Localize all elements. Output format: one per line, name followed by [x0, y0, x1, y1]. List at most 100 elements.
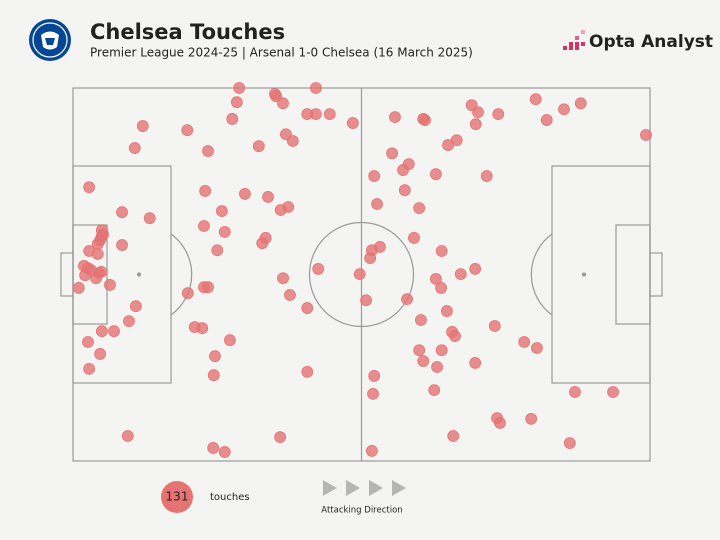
touch-point	[408, 232, 420, 244]
touch-point	[442, 139, 454, 151]
touch-point	[529, 93, 542, 106]
touch-point	[270, 90, 283, 103]
touch-point	[323, 108, 336, 121]
touch-point	[116, 206, 128, 219]
touch-point	[518, 336, 531, 348]
touch-point	[181, 124, 194, 137]
touch-point	[83, 362, 96, 375]
touch-point	[91, 248, 104, 260]
touch-point	[199, 185, 212, 197]
touch-point	[435, 344, 448, 357]
touch-point	[196, 322, 209, 335]
touch-point	[215, 205, 228, 217]
touch-point	[108, 325, 120, 338]
touch-point	[277, 97, 289, 110]
touch-point	[353, 268, 366, 281]
touch-point	[123, 315, 135, 328]
touch-point	[640, 129, 652, 141]
touch-point	[469, 357, 482, 369]
touch-point	[202, 145, 214, 157]
touch-point	[413, 344, 426, 357]
touch-point	[207, 442, 220, 454]
touch-point	[569, 386, 581, 398]
touch-point	[558, 103, 570, 116]
touch-point	[435, 245, 448, 257]
touch-point	[90, 272, 102, 285]
touch-point	[492, 108, 505, 121]
touch-point	[531, 342, 543, 354]
touch-point	[79, 269, 92, 282]
touch-point	[274, 431, 287, 444]
touch-point	[413, 202, 426, 215]
touch-point	[469, 263, 482, 275]
direction-label: Attacking Direction	[321, 506, 402, 516]
touch-point	[218, 226, 231, 238]
touch-point	[360, 294, 373, 307]
touch-point	[282, 201, 295, 213]
chart-subtitle: Premier League 2024-25 | Arsenal 1-0 Che…	[90, 46, 473, 60]
touch-point	[430, 168, 442, 181]
touch-point	[218, 446, 231, 458]
touch-point	[207, 369, 220, 382]
touch-point	[310, 82, 322, 94]
touch-point	[415, 314, 427, 326]
touch-point	[252, 140, 265, 153]
touch-point	[386, 147, 398, 160]
touch-point	[488, 320, 501, 332]
touch-point	[398, 184, 411, 197]
touch-point	[83, 181, 96, 194]
touch-point	[116, 239, 128, 251]
touch-point	[284, 289, 296, 301]
direction-arrows	[323, 480, 406, 496]
touch-point	[224, 334, 236, 347]
touch-point	[472, 106, 484, 119]
touch-point	[301, 365, 314, 378]
touch-point	[346, 117, 359, 129]
touch-point	[94, 348, 107, 360]
touch-point	[454, 268, 467, 281]
touch-point	[312, 263, 325, 275]
touch-point	[607, 386, 619, 398]
legend-label: touches	[210, 492, 250, 503]
touch-point	[104, 279, 116, 291]
touch-point	[230, 96, 243, 109]
touch-point	[95, 325, 108, 338]
touch-point	[72, 282, 85, 294]
touch-point	[226, 113, 239, 125]
touch-point	[121, 430, 134, 442]
touch-point	[233, 82, 246, 94]
touch-point	[469, 118, 482, 131]
pitch	[60, 87, 663, 462]
touch-point	[371, 198, 383, 210]
touch-point	[211, 244, 224, 257]
touch-point	[128, 142, 141, 154]
touch-point	[129, 300, 142, 313]
touch-point	[428, 384, 441, 397]
touch-point	[417, 113, 430, 125]
touch-point	[449, 330, 461, 342]
touch-point	[435, 282, 448, 294]
touch-point	[82, 336, 94, 348]
legend-marker	[161, 481, 193, 513]
touch-point	[447, 430, 460, 442]
touch-point	[368, 370, 381, 382]
touch-point	[440, 305, 453, 317]
touch-point	[540, 114, 553, 126]
touch-point	[525, 412, 538, 425]
touch-count: 131	[166, 490, 189, 504]
touch-point	[430, 273, 442, 285]
touch-point	[143, 212, 156, 225]
touch-point	[209, 350, 221, 363]
touch-point	[136, 120, 149, 132]
touch-point	[198, 220, 210, 232]
touch-point	[401, 293, 413, 306]
touch-point	[417, 355, 430, 367]
touch-point	[365, 445, 378, 457]
touch-point	[256, 237, 269, 250]
touch-point	[301, 302, 314, 314]
touch-point	[389, 111, 401, 123]
brand-name: Opta Analyst	[589, 32, 713, 52]
touch-point	[397, 164, 409, 176]
touch-point	[262, 191, 274, 203]
